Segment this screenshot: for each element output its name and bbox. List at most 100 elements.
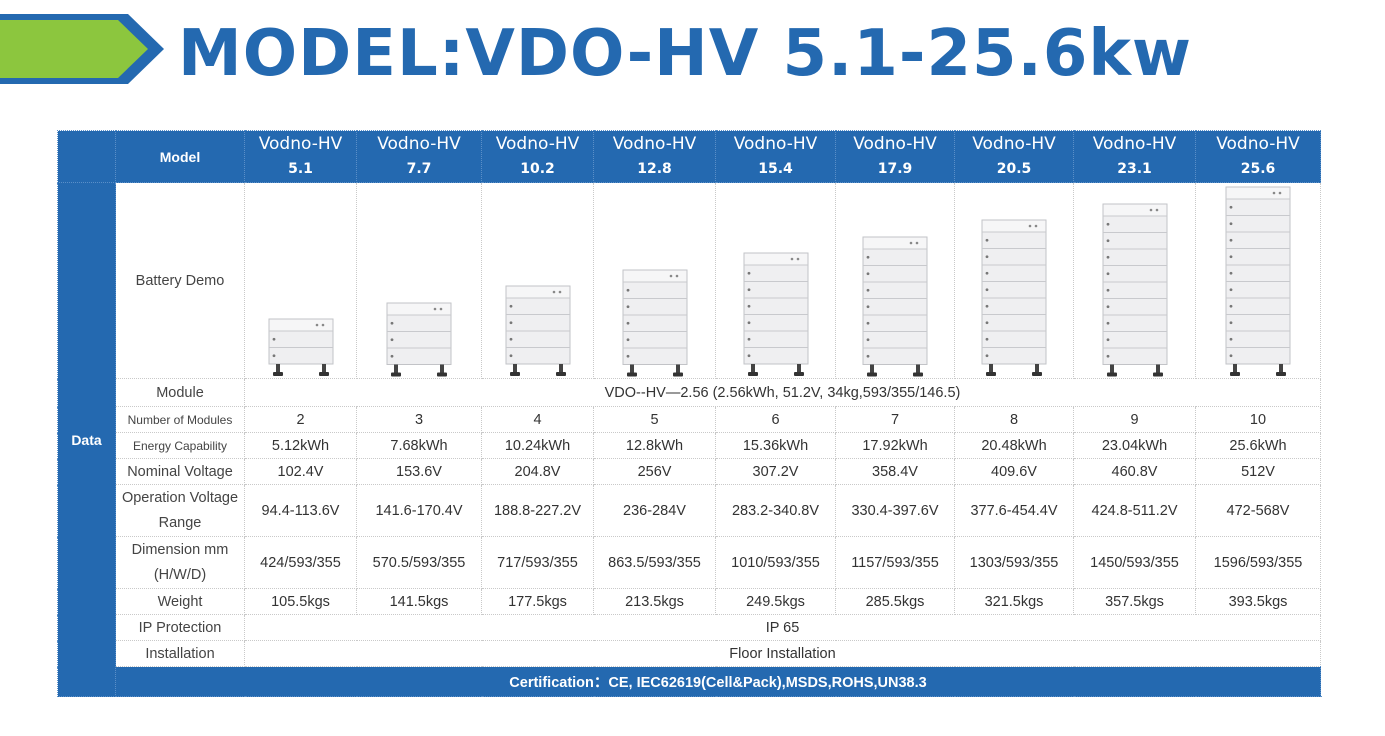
model-name: Vodno-HV: [495, 133, 580, 154]
spec-row-energy-capability: Energy Capability 5.12kWh 7.68kWh 10.24k…: [58, 432, 1321, 459]
spec-value: 1450/593/355: [1073, 536, 1196, 589]
model-number: 17.9: [877, 160, 913, 177]
spec-value: 1157/593/355: [835, 536, 955, 589]
model-number: 15.4: [758, 160, 793, 177]
model-name: Vodno-HV: [612, 133, 697, 154]
model-name: Vodno-HV: [1216, 133, 1300, 154]
ip-protection-value: IP 65: [244, 614, 1321, 641]
model-number: 12.8: [637, 160, 672, 177]
installation-value: Floor Installation: [244, 640, 1321, 667]
spec-value: 6: [715, 406, 836, 433]
corner-cell: [57, 130, 116, 183]
spec-row-number-of-modules: Number of Modules 2 3 4 5 6 7 8 9 10: [58, 406, 1321, 433]
model-name: Vodno-HV: [733, 133, 818, 154]
spec-row-dimension: Dimension mm (H/W/D) 424/593/355 570.5/5…: [58, 536, 1321, 589]
model-header: Vodno-HV 20.5: [954, 130, 1074, 183]
model-number: 20.5: [996, 160, 1032, 177]
spec-table: Model Vodno-HV 5.1 Vodno-HV 7.7 Vodno-HV 10…: [57, 130, 1321, 697]
spec-value: 409.6V: [954, 458, 1074, 485]
spec-value: 330.4-397.6V: [835, 484, 955, 537]
spec-value: 213.5kgs: [593, 588, 716, 615]
model-row: Model Vodno-HV 5.1 Vodno-HV 7.7 Vodno-HV 10…: [57, 130, 1321, 183]
spec-value: 424.8-511.2V: [1073, 484, 1196, 537]
battery-demo-cell: [356, 182, 482, 379]
spec-value: 141.5kgs: [356, 588, 482, 615]
spec-row-nominal-voltage: Nominal Voltage 102.4V 153.6V 204.8V 256…: [58, 458, 1321, 485]
model-header: Vodno-HV 7.7: [356, 130, 482, 183]
spec-value: 25.6kWh: [1195, 432, 1321, 459]
battery-demo-row: Data Battery Demo: [57, 182, 1321, 697]
row-label: Energy Capability: [115, 432, 245, 459]
module-row: Module VDO--HV—2.56 (2.56kWh, 51.2V, 34k…: [58, 378, 1321, 407]
spec-value: 94.4-113.6V: [244, 484, 357, 537]
spec-value: 20.48kWh: [954, 432, 1074, 459]
model-name: Vodno-HV: [853, 133, 937, 154]
spec-value: 10: [1195, 406, 1321, 433]
spec-value: 863.5/593/355: [593, 536, 716, 589]
spec-value: 9: [1073, 406, 1196, 433]
battery-demo-cell: [954, 182, 1074, 379]
battery-stack-image: [1102, 203, 1167, 376]
certification-row: Certification：CE, IEC62619(Cell&Pack),MS…: [58, 666, 1321, 697]
spec-value: 7: [835, 406, 955, 433]
battery-demo-cell: [1073, 182, 1196, 379]
battery-stack-image: [743, 252, 808, 376]
spec-value: 7.68kWh: [356, 432, 482, 459]
data-label: Data: [57, 182, 116, 697]
row-label: Installation: [115, 640, 245, 667]
spec-value: 4: [481, 406, 594, 433]
battery-demo-cell: [1195, 182, 1321, 379]
row-label: Nominal Voltage: [115, 458, 245, 485]
row-label: Operation Voltage Range: [115, 484, 245, 537]
spec-value: 1596/593/355: [1195, 536, 1321, 589]
spec-value: 236-284V: [593, 484, 716, 537]
spec-value: 10.24kWh: [481, 432, 594, 459]
spec-value: 1010/593/355: [715, 536, 836, 589]
spec-value: 17.92kWh: [835, 432, 955, 459]
model-number: 10.2: [520, 160, 555, 177]
model-name: Vodno-HV: [377, 133, 461, 154]
spec-value: 102.4V: [244, 458, 357, 485]
model-number: 7.7: [406, 160, 432, 177]
spec-value: 283.2-340.8V: [715, 484, 836, 537]
model-header: Vodno-HV 10.2: [481, 130, 594, 183]
model-header: Vodno-HV 15.4: [715, 130, 836, 183]
model-name: Vodno-HV: [258, 133, 343, 154]
installation-row: Installation Floor Installation: [58, 640, 1321, 667]
spec-value: 460.8V: [1073, 458, 1196, 485]
spec-row-weight: Weight 105.5kgs 141.5kgs 177.5kgs 213.5k…: [58, 588, 1321, 615]
model-header: Vodno-HV 5.1: [244, 130, 357, 183]
model-name: Vodno-HV: [1092, 133, 1177, 154]
spec-value: 15.36kWh: [715, 432, 836, 459]
spec-value: 1303/593/355: [954, 536, 1074, 589]
row-label: Weight: [115, 588, 245, 615]
spec-value: 285.5kgs: [835, 588, 955, 615]
battery-demo-cell: [481, 182, 594, 379]
row-label: Number of Modules: [115, 406, 245, 433]
spec-value: 321.5kgs: [954, 588, 1074, 615]
spec-value: 472-568V: [1195, 484, 1321, 537]
model-label: Model: [115, 130, 245, 183]
battery-stack-image: [268, 318, 333, 376]
battery-demo-cell: [835, 182, 955, 379]
spec-value: 12.8kWh: [593, 432, 716, 459]
spec-value: 357.5kgs: [1073, 588, 1196, 615]
header-arrow-banner: [0, 14, 164, 84]
module-label: Module: [115, 378, 245, 407]
battery-stack-image: [981, 219, 1047, 376]
spec-value: 5.12kWh: [244, 432, 357, 459]
spec-value: 8: [954, 406, 1074, 433]
row-label: IP Protection: [115, 614, 245, 641]
battery-stack-image: [505, 285, 570, 376]
model-number: 25.6: [1240, 160, 1276, 177]
spec-value: 153.6V: [356, 458, 482, 485]
row-label: Dimension mm (H/W/D): [115, 536, 245, 589]
model-header: Vodno-HV 25.6: [1195, 130, 1321, 183]
spec-value: 358.4V: [835, 458, 955, 485]
battery-demo-cell: [593, 182, 716, 379]
spec-value: 512V: [1195, 458, 1321, 485]
battery-stack-image: [386, 302, 452, 376]
spec-value: 256V: [593, 458, 716, 485]
battery-stack-image: [622, 269, 687, 376]
spec-row-operation-voltage-range: Operation Voltage Range 94.4-113.6V 141.…: [58, 484, 1321, 537]
